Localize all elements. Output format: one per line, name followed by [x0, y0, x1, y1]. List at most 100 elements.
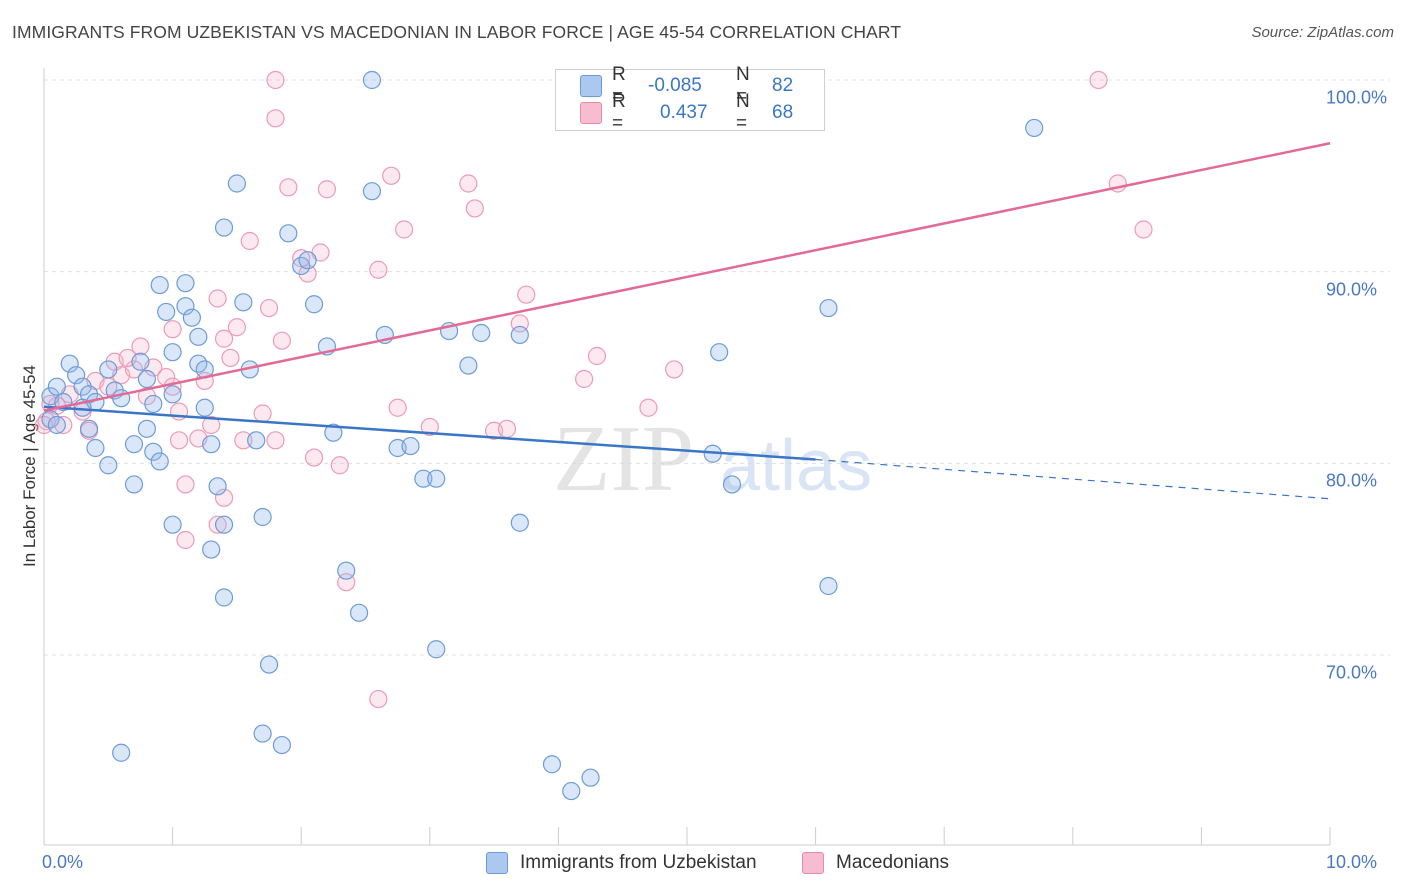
point-uzbekistan: [427, 640, 446, 659]
point-uzbekistan: [124, 475, 144, 494]
point-uzbekistan: [47, 377, 66, 396]
point-uzbekistan: [144, 442, 163, 461]
point-macedonians: [259, 298, 279, 318]
point-macedonians: [304, 448, 324, 467]
point-macedonians: [665, 360, 684, 379]
point-macedonians: [317, 180, 337, 199]
point-uzbekistan: [214, 515, 234, 534]
point-uzbekistan: [362, 182, 382, 201]
point-uzbekistan: [163, 343, 182, 362]
point-uzbekistan: [1025, 118, 1044, 138]
point-macedonians: [394, 220, 414, 239]
x-tick-min: 0.0%: [42, 852, 84, 872]
y-tick-label: 90.0%: [1326, 279, 1378, 300]
y-tick-label: 70.0%: [1326, 662, 1378, 683]
point-macedonians: [208, 289, 227, 308]
trend-line-macedonians: [43, 142, 1331, 412]
point-uzbekistan: [337, 561, 356, 580]
point-uzbekistan: [819, 576, 838, 596]
point-uzbekistan: [144, 394, 163, 414]
point-uzbekistan: [131, 352, 150, 371]
point-macedonians: [202, 415, 221, 435]
point-uzbekistan: [234, 293, 253, 312]
point-macedonians: [163, 320, 182, 339]
point-macedonians: [227, 318, 246, 337]
point-macedonians: [420, 417, 439, 437]
legend-item-uzbekistan[interactable]: Immigrants from Uzbekistan: [486, 852, 757, 874]
point-uzbekistan: [510, 513, 529, 532]
legend-item-macedonians[interactable]: Macedonians: [802, 852, 949, 874]
point-uzbekistan: [510, 325, 529, 345]
point-uzbekistan: [214, 218, 234, 237]
point-uzbekistan: [427, 469, 446, 488]
point-uzbekistan: [67, 366, 86, 385]
point-macedonians: [272, 331, 292, 350]
trend-line-uzbekistan: [43, 405, 816, 461]
point-uzbekistan: [819, 298, 838, 318]
point-macedonians: [497, 419, 517, 438]
legend-swatch-uzbekistan: [580, 75, 602, 97]
trend-lines: [43, 142, 1331, 500]
point-uzbekistan: [79, 419, 99, 438]
point-uzbekistan: [163, 515, 182, 534]
y-tick-label: 100.0%: [1326, 87, 1388, 108]
point-macedonians: [214, 329, 234, 348]
point-uzbekistan: [542, 755, 562, 774]
point-uzbekistan: [298, 251, 317, 270]
trend-line-uzbekistan-extension: [815, 458, 1331, 500]
watermark-atlas: atlas: [720, 426, 872, 506]
point-uzbekistan: [214, 588, 234, 607]
point-macedonians: [208, 515, 227, 534]
point-macedonians: [587, 346, 607, 366]
point-uzbekistan: [137, 419, 156, 438]
point-macedonians: [1089, 70, 1108, 90]
point-uzbekistan: [176, 274, 195, 293]
point-macedonians: [388, 398, 407, 417]
point-uzbekistan: [253, 507, 272, 527]
series-legend: Immigrants from Uzbekistan Macedonians: [0, 852, 1406, 878]
point-uzbekistan: [182, 308, 201, 327]
point-macedonians: [253, 404, 272, 423]
point-uzbekistan: [202, 435, 221, 454]
point-uzbekistan: [581, 768, 600, 787]
point-uzbekistan: [137, 369, 156, 389]
point-uzbekistan: [157, 302, 176, 322]
macedonians-points: [34, 70, 1153, 709]
point-uzbekistan: [710, 343, 729, 362]
axes: [43, 68, 1331, 846]
point-macedonians: [279, 178, 298, 197]
uzbekistan-points: [41, 70, 1044, 801]
point-macedonians: [266, 431, 285, 450]
point-macedonians: [1134, 220, 1153, 239]
point-uzbekistan: [247, 431, 266, 450]
point-uzbekistan: [189, 327, 208, 346]
legend-n-label: N =: [736, 64, 750, 107]
point-macedonians: [221, 348, 240, 368]
point-macedonians: [369, 689, 388, 709]
point-macedonians: [517, 285, 536, 304]
point-macedonians: [459, 174, 478, 193]
legend-r-label: R =: [612, 64, 626, 107]
point-uzbekistan: [279, 224, 298, 243]
point-uzbekistan: [86, 438, 105, 458]
point-uzbekistan: [176, 297, 195, 316]
point-macedonians: [176, 530, 195, 550]
point-macedonians: [234, 431, 253, 450]
chart-title: IMMIGRANTS FROM UZBEKISTAN VS MACEDONIAN…: [12, 22, 902, 42]
point-uzbekistan: [195, 398, 214, 417]
x-tick-max: 10.0%: [1326, 852, 1378, 872]
legend-swatch-uzbekistan: [486, 852, 508, 874]
point-macedonians: [266, 70, 285, 90]
stats-legend: R = -0.085 N = 82 R = 0.437 N = 68: [555, 64, 825, 134]
point-uzbekistan: [459, 356, 478, 375]
point-macedonians: [639, 398, 658, 417]
point-uzbekistan: [259, 655, 279, 674]
point-uzbekistan: [47, 415, 66, 435]
legend-label-macedonians: Macedonians: [836, 852, 950, 873]
point-macedonians: [214, 488, 234, 507]
point-uzbekistan: [401, 436, 420, 456]
legend-n-value: 68: [772, 102, 794, 123]
point-macedonians: [369, 260, 388, 279]
point-uzbekistan: [253, 724, 272, 743]
point-uzbekistan: [472, 323, 491, 343]
